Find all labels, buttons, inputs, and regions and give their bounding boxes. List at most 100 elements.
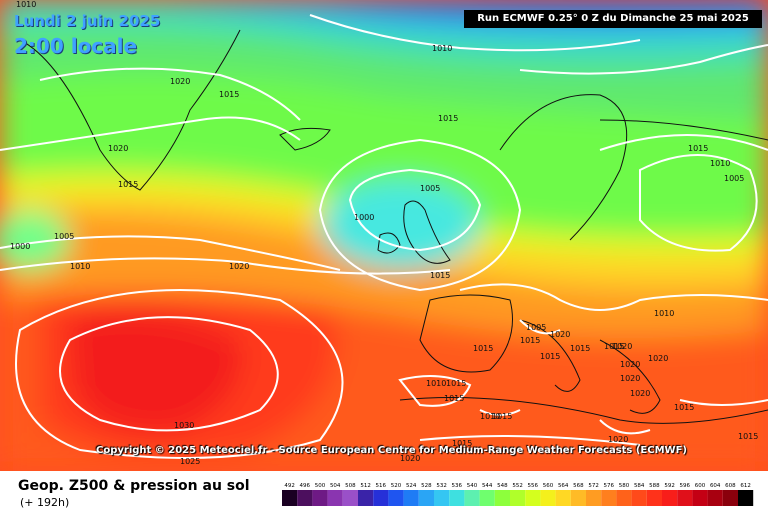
colorbar-tick-label: 520 <box>391 483 402 489</box>
colorbar-tick-label: 600 <box>695 483 706 489</box>
isobar-label: 1015 <box>219 90 240 99</box>
coastlines <box>19 29 768 424</box>
colorbar-swatch <box>662 490 678 506</box>
isobar-label: 1020 <box>608 435 629 444</box>
colorbar-swatch <box>586 490 602 506</box>
colorbar-swatch <box>403 490 419 506</box>
colorbar-swatch <box>601 490 617 506</box>
isobar-label: 1010 <box>654 309 675 318</box>
colorbar-swatch <box>525 490 541 506</box>
colorbar-tick-label: 536 <box>452 483 463 489</box>
colorbar-swatch <box>327 490 343 506</box>
colorbar-tick-label: 548 <box>497 483 508 489</box>
colorbar-swatch <box>555 490 571 506</box>
forecast-local-time: 2:00 locale <box>14 34 138 58</box>
isobar-label: 1030 <box>174 421 195 430</box>
isobar-label: 1010 <box>426 379 447 388</box>
isobar-label: 1020 <box>108 144 129 153</box>
colorbar-tick-label: 604 <box>710 483 721 489</box>
isobar-label: 1020 <box>630 389 651 398</box>
geopotential-field <box>0 0 768 471</box>
forecast-date: Lundi 2 juin 2025 <box>14 12 161 30</box>
colorbar-tick-label: 532 <box>436 483 447 489</box>
isobar-label: 1015 <box>446 379 467 388</box>
isobar-label: 1015 <box>604 342 625 351</box>
colorbar-tick-label: 512 <box>360 483 371 489</box>
colorbar-tick-label: 552 <box>512 483 523 489</box>
isobar-label: 1025 <box>180 457 201 466</box>
isobar-label: 1020 <box>620 360 641 369</box>
isobar-label: 1005 <box>54 232 75 241</box>
colorbar-swatch <box>464 490 480 506</box>
colorbar-tick-label: 588 <box>649 483 660 489</box>
colorbar-tick-label: 496 <box>300 483 311 489</box>
isobar-label: 1015 <box>473 344 494 353</box>
model-run-info: Run ECMWF 0.25° 0 Z du Dimanche 25 mai 2… <box>464 10 762 28</box>
colorbar-tick-label: 492 <box>284 483 295 489</box>
colorbar-tick-label: 592 <box>664 483 675 489</box>
isobar-label: 1010 <box>480 412 501 421</box>
colorbar-swatch <box>707 490 723 506</box>
colorbar-swatch <box>692 490 708 506</box>
isobar-label: 1010 <box>70 262 91 271</box>
isobar-label: 1015 <box>452 439 473 448</box>
colorbar-tick-label: 568 <box>573 483 584 489</box>
colorbar-tick-label: 612 <box>740 483 751 489</box>
isobar-label: 1020 <box>648 354 669 363</box>
colorbar-swatch <box>479 490 495 506</box>
forecast-hour: (+ 192h) <box>20 496 70 509</box>
isobar-label: 1005 <box>724 174 745 183</box>
isobar-label: 1015 <box>738 432 759 441</box>
colorbar-tick-label: 528 <box>421 483 432 489</box>
colorbar-swatch <box>312 490 328 506</box>
colorbar-swatch <box>540 490 556 506</box>
isobar-label: 1005 <box>420 184 441 193</box>
colorbar-swatch <box>494 490 510 506</box>
colorbar-tick-label: 540 <box>467 483 478 489</box>
isobar-label: 1015 <box>444 394 465 403</box>
isobar-label: 1015 <box>520 336 541 345</box>
colorbar-legend: 492 496 500 504 508 512 516 520 524 528 532 536 540 5… <box>282 483 754 506</box>
colorbar-swatch <box>616 490 632 506</box>
colorbar-swatch <box>570 490 586 506</box>
isobar-label: 1000 <box>354 213 375 222</box>
colorbar-swatch <box>434 490 450 506</box>
colorbar-tick-label: 560 <box>543 483 554 489</box>
isobar-label: 1015 <box>492 412 513 421</box>
colorbar-swatch <box>358 490 374 506</box>
isobar-label: 1020 <box>620 374 641 383</box>
colorbar-swatch <box>722 490 738 506</box>
colorbar-tick-label: 524 <box>406 483 417 489</box>
map-title: Geop. Z500 & pression au sol <box>18 478 250 494</box>
colorbar-swatch <box>418 490 434 506</box>
colorbar-tick-label: 544 <box>482 483 493 489</box>
colorbar-tick-label: 508 <box>345 483 356 489</box>
colorbar-tick-label: 596 <box>680 483 691 489</box>
colorbar-swatch <box>738 490 754 506</box>
colorbar-tick-label: 556 <box>528 483 539 489</box>
colorbar-swatch <box>510 490 526 506</box>
colorbar-swatch <box>342 490 358 506</box>
colorbar-tick-label: 576 <box>604 483 615 489</box>
colorbar-swatch <box>282 490 298 506</box>
colorbar-swatch <box>646 490 662 506</box>
isobar-label: 1020 <box>170 77 191 86</box>
isobar-label: 1020 <box>612 342 633 351</box>
isobar-label: 1010 <box>432 44 453 53</box>
copyright-notice: Copyright © 2025 Meteociel.fr - Source E… <box>96 445 687 456</box>
isobar-label: 1010 <box>710 159 731 168</box>
isobar-label: 1015 <box>540 352 561 361</box>
colorbar-tick-label: 504 <box>330 483 341 489</box>
colorbar-swatch <box>631 490 647 506</box>
colorbar-tick-label: 516 <box>376 483 387 489</box>
weather-map <box>0 0 768 471</box>
isobars <box>0 14 768 459</box>
colorbar-tick-label: 564 <box>558 483 569 489</box>
colorbar-tick-label: 500 <box>315 483 326 489</box>
isobar-label: 1015 <box>438 114 459 123</box>
colorbar-swatch <box>677 490 693 506</box>
colorbar-tick-label: 572 <box>588 483 599 489</box>
isobar-label: 1015 <box>430 271 451 280</box>
colorbar-swatch <box>373 490 389 506</box>
isobar-label: 1015 <box>570 344 591 353</box>
